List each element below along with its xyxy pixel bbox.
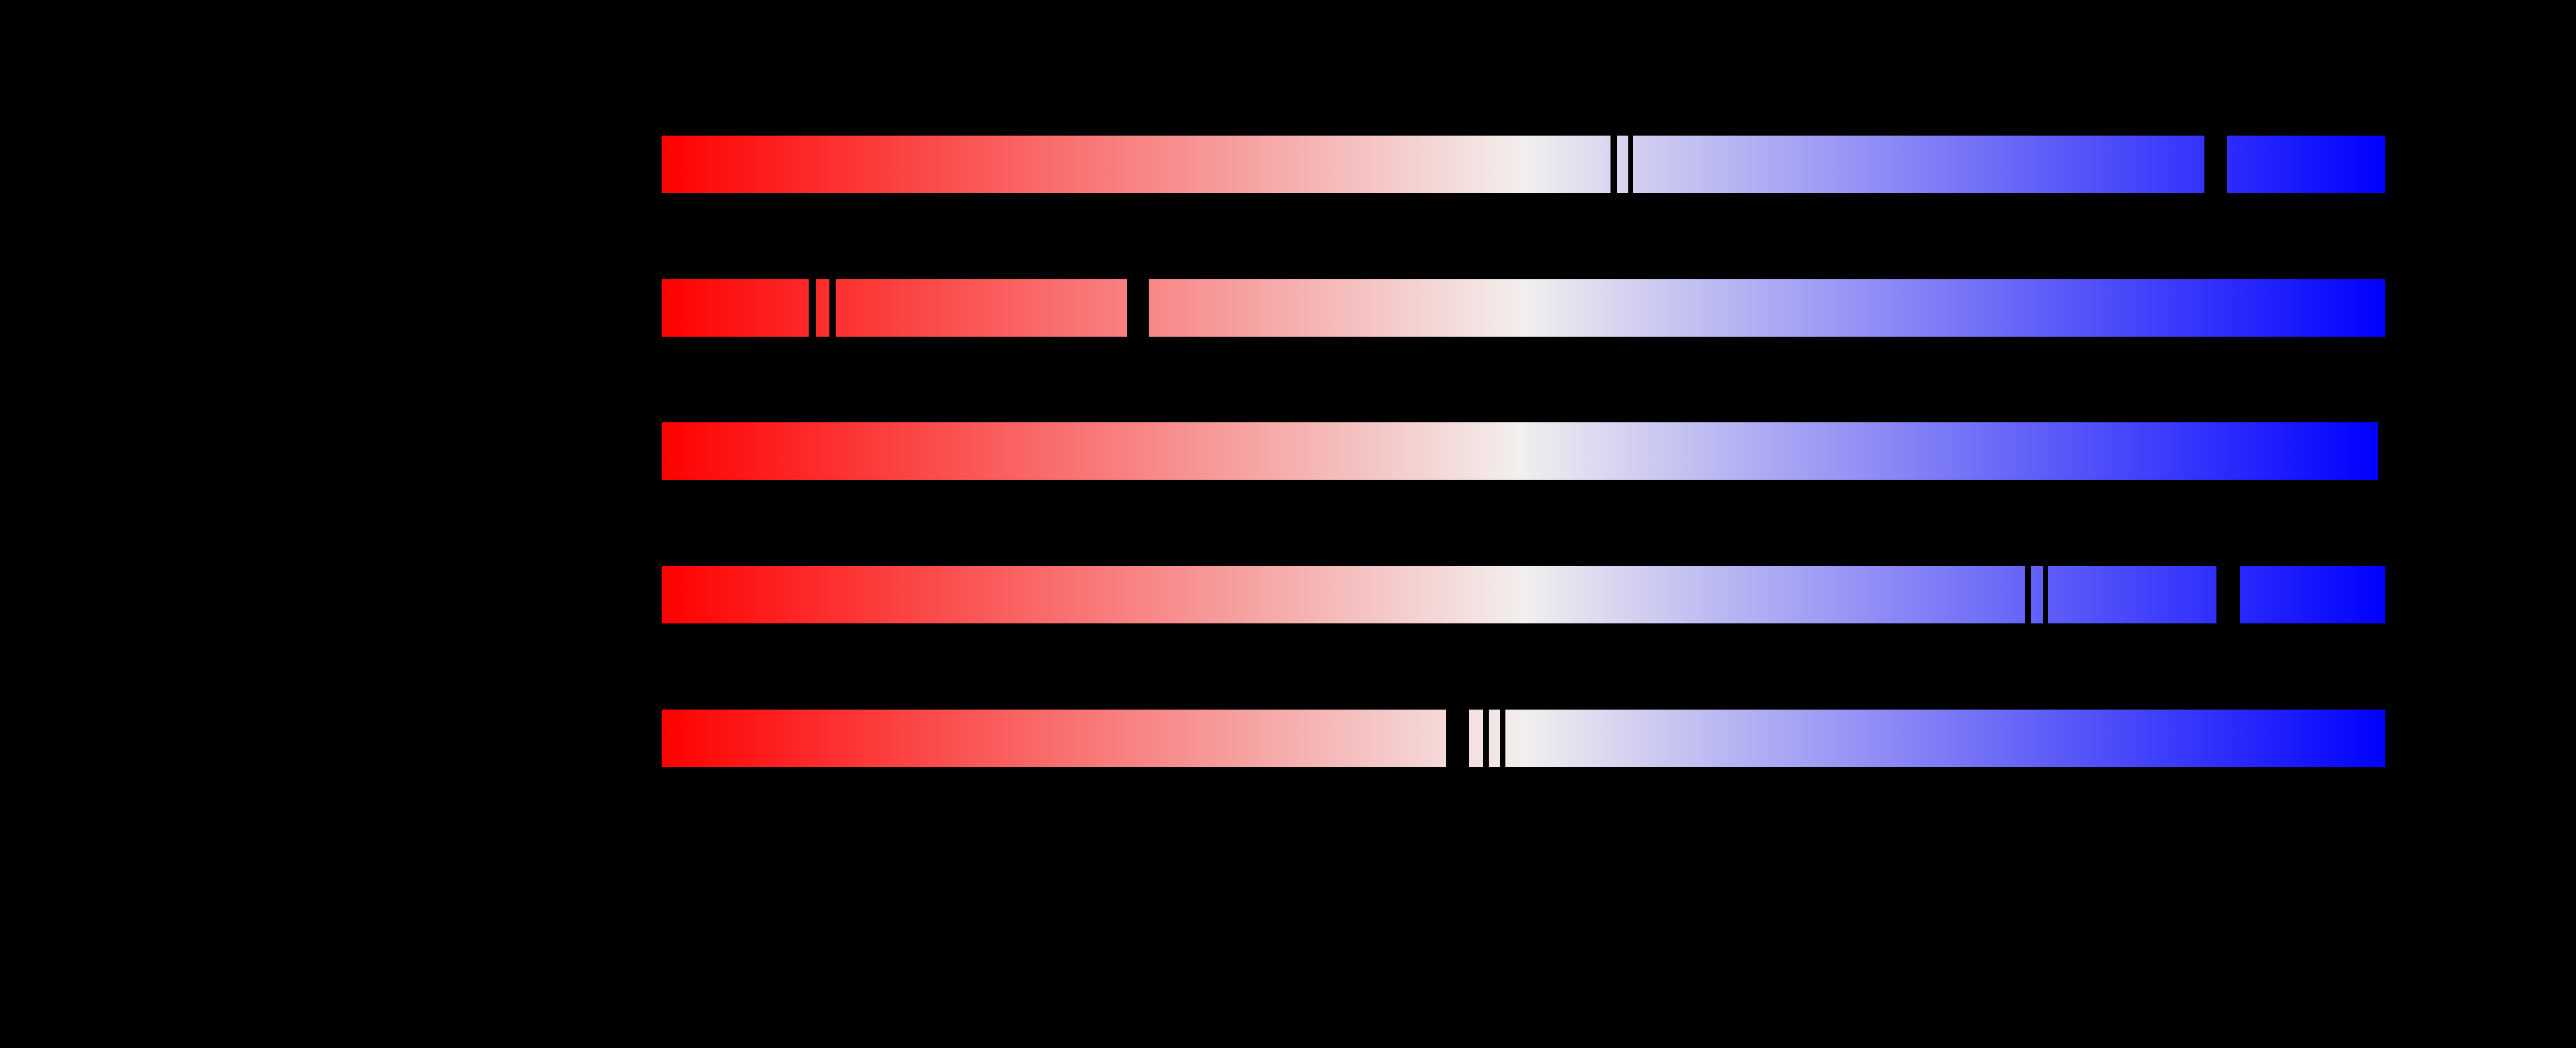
bar-gap-marker [2216, 566, 2240, 623]
bar-gap-marker [1500, 710, 1505, 767]
bar-gap-marker [809, 279, 816, 337]
bar-gap-marker [2043, 566, 2048, 623]
gradient-bar-row-3 [662, 422, 2378, 480]
bar-gap-marker [1483, 710, 1489, 767]
bar-gap-marker [1628, 136, 1633, 193]
gradient-bar-row-5 [662, 710, 2385, 767]
bar-gap-marker [829, 279, 836, 337]
bar-gap-marker [2204, 136, 2227, 193]
bar-gap-marker [1127, 279, 1149, 337]
bar-gap-marker [2025, 566, 2031, 623]
bar-gap-marker [1611, 136, 1617, 193]
gradient-bar-row-1 [662, 136, 2385, 193]
gradient-bar-row-4 [662, 566, 2385, 623]
gradient-bar-row-2 [662, 279, 2385, 337]
bar-gap-marker [1446, 710, 1469, 767]
